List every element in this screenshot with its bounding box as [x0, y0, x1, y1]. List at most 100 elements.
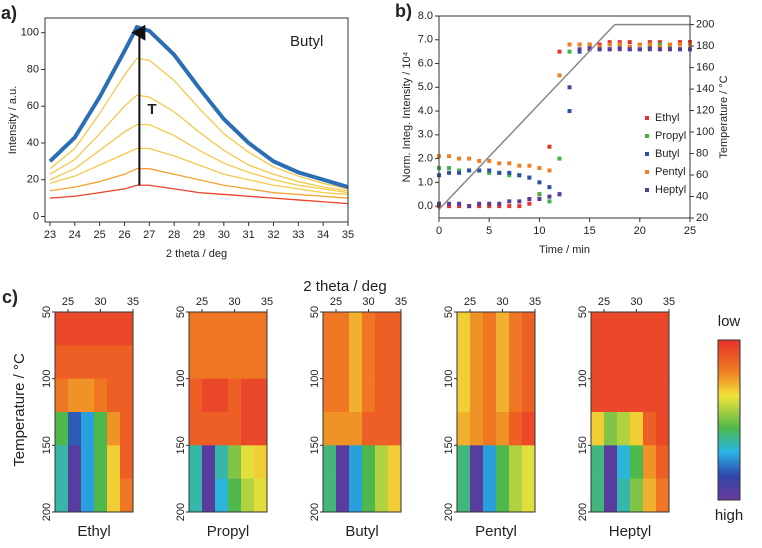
heat-cell [656, 445, 670, 479]
heat-cell [349, 478, 363, 513]
point [477, 158, 482, 163]
heat-cell [336, 478, 350, 513]
heat-cell [470, 312, 484, 346]
x-axis-label: Time / min [539, 244, 590, 256]
heatmap-frame [188, 311, 268, 513]
heat-cell [336, 345, 350, 379]
heat-cell [228, 478, 242, 513]
heat-cell [55, 412, 69, 446]
heat-cell [388, 378, 402, 413]
heat-cell [522, 378, 536, 413]
y-tick-label: 7.0 [418, 34, 433, 46]
heat-cell [107, 345, 121, 379]
heat-cell [94, 445, 108, 479]
heat-cell [228, 412, 242, 446]
point [607, 47, 612, 52]
heat-cell [656, 478, 670, 513]
heat-cell [630, 478, 644, 513]
heat-cell [228, 312, 242, 346]
heat-cell [81, 345, 95, 379]
heat-cell [630, 412, 644, 446]
y2-tick-label: 100 [696, 126, 714, 138]
x-tick-label: 25 [330, 296, 342, 308]
heat-cell [591, 445, 605, 479]
heat-cell [375, 412, 389, 446]
x-tick-label: 30 [218, 229, 230, 241]
heat-cell [483, 345, 497, 379]
point [607, 40, 612, 45]
x-tick-label: 35 [261, 296, 273, 308]
heat-cell [457, 478, 471, 513]
curve [49, 94, 349, 192]
heat-cell [68, 478, 82, 513]
y-tick-label: 100 [443, 369, 455, 387]
point [667, 47, 672, 52]
heat-cell [189, 345, 203, 379]
heat-cell [591, 345, 605, 379]
heat-cell [643, 378, 657, 413]
heat-cell [323, 412, 337, 446]
heat-cell [509, 378, 523, 413]
y-tick-label: 150 [577, 436, 589, 454]
y2-tick-label: 160 [696, 61, 714, 73]
x-tick-label: 35 [663, 296, 675, 308]
x-tick-label: 26 [118, 229, 130, 241]
heat-cell [643, 445, 657, 479]
point [447, 201, 452, 206]
heat-cell [323, 312, 337, 346]
heat-cell [94, 478, 108, 513]
y-tick-label: 200 [175, 503, 187, 521]
y-tick-label: 150 [443, 436, 455, 454]
heat-cell [120, 445, 134, 479]
heat-cell [617, 345, 631, 379]
x-tick-label: 25 [94, 229, 106, 241]
x-tick-label: 35 [127, 296, 139, 308]
x-tick-label: 35 [395, 296, 407, 308]
heatmap-frame [54, 311, 134, 513]
y-tick-label: 150 [175, 436, 187, 454]
heat-cell [656, 345, 670, 379]
heat-cell [656, 378, 670, 413]
y-tick-label: 50 [309, 306, 321, 318]
curve [49, 184, 349, 205]
heat-cell [189, 445, 203, 479]
legend-label: Heptyl [655, 184, 686, 196]
point [467, 204, 472, 209]
point [547, 168, 552, 173]
heat-cell [362, 412, 376, 446]
heat-cell [509, 445, 523, 479]
heatmap-frame [322, 311, 402, 513]
x-tick-label: 25 [684, 225, 696, 237]
y-tick-label: 200 [41, 503, 53, 521]
heat-cell [202, 312, 216, 346]
heat-cell [483, 378, 497, 413]
colorbar-low: low [718, 313, 741, 330]
x-tick-label: 25 [196, 296, 208, 308]
heat-cell [107, 378, 121, 413]
heat-cell [323, 478, 337, 513]
heat-cell [241, 378, 255, 413]
heat-cell [522, 445, 536, 479]
heat-cell [656, 412, 670, 446]
point [587, 44, 592, 49]
y2-axis-label: Temperature / °C [718, 75, 730, 158]
point [587, 42, 592, 47]
y2-tick-label: 120 [696, 104, 714, 116]
plot-frame [44, 17, 349, 223]
heat-cell [388, 478, 402, 513]
heat-cell [241, 445, 255, 479]
point [457, 204, 462, 209]
heat-cell [349, 312, 363, 346]
heat-cell [388, 312, 402, 346]
heat-cell [81, 378, 95, 413]
heat-cell [81, 445, 95, 479]
heat-cell [643, 478, 657, 513]
heat-cell [202, 445, 216, 479]
heat-cell [496, 378, 510, 413]
heat-cell [591, 478, 605, 513]
x-tick-label: 30 [496, 296, 508, 308]
heat-cell [617, 412, 631, 446]
heat-cell [94, 345, 108, 379]
x-tick-label: 31 [243, 229, 255, 241]
heat-cell [349, 445, 363, 479]
